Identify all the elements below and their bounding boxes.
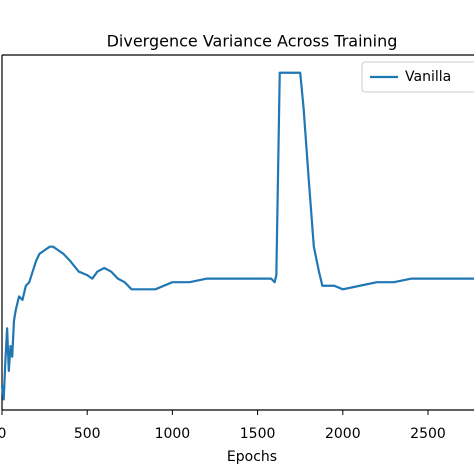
x-tick-label: 0: [0, 426, 6, 442]
x-tick-label: 500: [74, 426, 101, 442]
x-tick-label: 1000: [155, 426, 191, 442]
chart-title: Divergence Variance Across Training: [107, 32, 398, 51]
line: [0, 71, 474, 401]
x-tick-label: 2500: [410, 426, 446, 442]
x-tick-label: 1500: [240, 426, 276, 442]
legend-box: [361, 61, 474, 93]
legend-label: Vanilla: [405, 69, 451, 85]
x-axis-label: Epochs: [227, 449, 277, 465]
x-tick-label: 2000: [325, 426, 361, 442]
